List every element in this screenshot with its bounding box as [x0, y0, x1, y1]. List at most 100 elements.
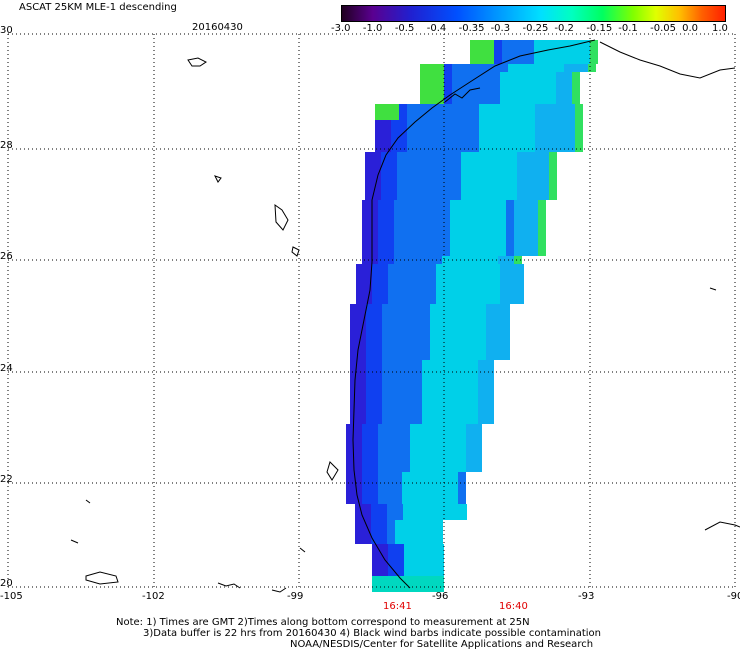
swath-pixel	[395, 528, 403, 536]
swath-pixel	[366, 408, 374, 416]
swath-pixel	[455, 112, 463, 120]
swath-pixel	[419, 520, 427, 528]
swath-pixel	[397, 168, 405, 176]
swath-pixel	[397, 192, 405, 200]
swath-pixel	[386, 208, 394, 216]
swath-pixel	[510, 56, 518, 64]
swath-pixel	[487, 112, 495, 120]
swath-pixel	[386, 464, 394, 472]
swath-pixel	[452, 96, 460, 104]
swath-pixel	[551, 112, 559, 120]
swath-pixel	[390, 336, 398, 344]
swath-pixel	[500, 296, 508, 304]
swath-pixel	[458, 472, 466, 480]
swath-pixel	[414, 416, 422, 424]
swath-pixel	[420, 72, 428, 80]
swath-pixel	[549, 176, 557, 184]
swath-pixel	[478, 360, 486, 368]
swath-pixel	[439, 120, 447, 128]
swath-pixel	[486, 400, 494, 408]
swath-pixel	[511, 104, 519, 112]
swath-pixel	[382, 336, 390, 344]
swath-pixel	[374, 344, 382, 352]
colorbar-label: -0.1	[618, 23, 638, 34]
swath-pixel	[434, 240, 442, 248]
swath-pixel	[372, 280, 380, 288]
swath-pixel	[541, 160, 549, 168]
swath-pixel	[362, 248, 370, 256]
swath-pixel	[490, 224, 498, 232]
swath-pixel	[470, 384, 478, 392]
swath-pixel	[558, 48, 566, 56]
swath-pixel	[394, 216, 402, 224]
swath-pixel	[370, 464, 378, 472]
swath-pixel	[365, 176, 373, 184]
swath-pixel	[434, 424, 442, 432]
swath-pixel	[436, 576, 444, 584]
swath-pixel	[422, 320, 430, 328]
swath-pixel	[418, 424, 426, 432]
swath-pixel	[478, 328, 486, 336]
swath-pixel	[445, 184, 453, 192]
swath-pixel	[370, 480, 378, 488]
swath-pixel	[470, 56, 478, 64]
swath-pixel	[508, 288, 516, 296]
swath-pixel	[418, 496, 426, 504]
swath-pixel	[495, 112, 503, 120]
swath-pixel	[484, 72, 492, 80]
swath-pixel	[420, 80, 428, 88]
swath-pixel	[460, 280, 468, 288]
swath-pixel	[366, 384, 374, 392]
swath-pixel	[430, 336, 438, 344]
swath-pixel	[564, 64, 572, 72]
swath-pixel	[493, 168, 501, 176]
swath-pixel	[438, 328, 446, 336]
swath-pixel	[366, 416, 374, 424]
swath-pixel	[390, 416, 398, 424]
swath-pixel	[358, 304, 366, 312]
swath-pixel	[572, 64, 580, 72]
swath-pixel	[559, 120, 567, 128]
swath-pixel	[410, 440, 418, 448]
swath-pixel	[567, 112, 575, 120]
swath-pixel	[498, 256, 506, 264]
swath-pixel	[486, 416, 494, 424]
swath-pixel	[535, 104, 543, 112]
swath-pixel	[396, 568, 404, 576]
swath-pixel	[478, 352, 486, 360]
swath-pixel	[407, 144, 415, 152]
swath-pixel	[386, 488, 394, 496]
swath-pixel	[471, 128, 479, 136]
swath-pixel	[532, 88, 540, 96]
swath-pixel	[540, 64, 548, 72]
swath-pixel	[522, 200, 530, 208]
swath-pixel	[462, 400, 470, 408]
swath-pixel	[478, 384, 486, 392]
swath-pixel	[518, 48, 526, 56]
swath-pixel	[420, 576, 428, 584]
swath-pixel	[404, 264, 412, 272]
swath-pixel	[478, 336, 486, 344]
swath-pixel	[411, 536, 419, 544]
swath-pixel	[474, 464, 482, 472]
swath-pixel	[447, 128, 455, 136]
swath-pixel	[503, 112, 511, 120]
swath-pixel	[458, 248, 466, 256]
swath-pixel	[402, 480, 410, 488]
swath-pixel	[378, 256, 386, 264]
swath-pixel	[404, 272, 412, 280]
swath-pixel	[406, 344, 414, 352]
swath-pixel	[474, 432, 482, 440]
swath-pixel	[422, 400, 430, 408]
swath-pixel	[415, 112, 423, 120]
swath-pixel	[455, 128, 463, 136]
swath-pixel	[398, 328, 406, 336]
swath-pixel	[500, 272, 508, 280]
swath-pixel	[463, 128, 471, 136]
swath-pixel	[490, 200, 498, 208]
swath-pixel	[575, 144, 583, 152]
swath-pixel	[354, 480, 362, 488]
swath-pixel	[468, 264, 476, 272]
swath-pixel	[460, 296, 468, 304]
swath-pixel	[486, 320, 494, 328]
